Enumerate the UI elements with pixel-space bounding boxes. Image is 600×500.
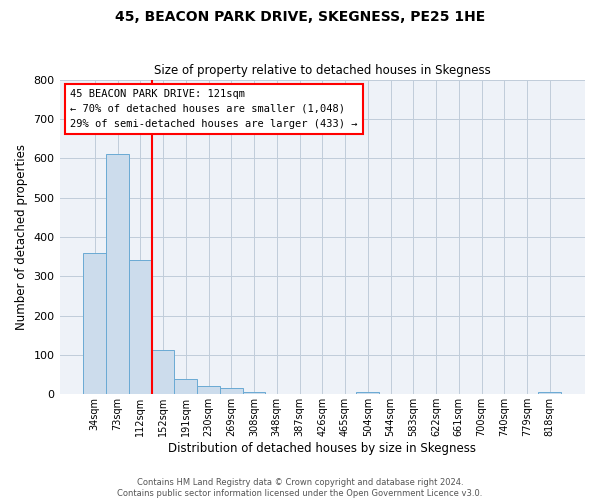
Bar [220,388,242,394]
X-axis label: Distribution of detached houses by size in Skegness: Distribution of detached houses by size … [168,442,476,455]
Bar [175,379,197,394]
Bar [538,392,561,394]
Bar [129,260,152,394]
Bar [106,154,129,394]
Bar [356,392,379,394]
Y-axis label: Number of detached properties: Number of detached properties [15,144,28,330]
Bar [83,254,106,394]
Title: Size of property relative to detached houses in Skegness: Size of property relative to detached ho… [154,64,491,77]
Bar [152,350,175,395]
Bar [242,392,265,394]
Bar [197,386,220,394]
Text: Contains HM Land Registry data © Crown copyright and database right 2024.
Contai: Contains HM Land Registry data © Crown c… [118,478,482,498]
Text: 45, BEACON PARK DRIVE, SKEGNESS, PE25 1HE: 45, BEACON PARK DRIVE, SKEGNESS, PE25 1H… [115,10,485,24]
Text: 45 BEACON PARK DRIVE: 121sqm
← 70% of detached houses are smaller (1,048)
29% of: 45 BEACON PARK DRIVE: 121sqm ← 70% of de… [70,89,358,128]
